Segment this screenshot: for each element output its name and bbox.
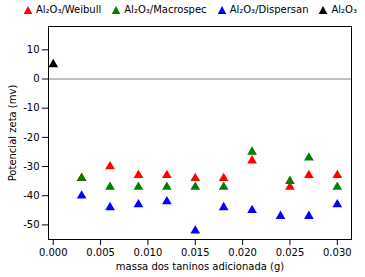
html-text:Al₂O₃/Weibull: Al₂O₃/Weibull — [35, 4, 102, 15]
svg-text:0.005: 0.005 — [86, 247, 115, 258]
svg-text:-50: -50 — [23, 219, 39, 230]
svg-text:massa dos taninos adicionada (: massa dos taninos adicionada (g) — [116, 261, 284, 272]
svg-text:-30: -30 — [23, 161, 39, 172]
svg-text:0: 0 — [33, 73, 39, 84]
svg-text:-20: -20 — [23, 132, 39, 143]
html-text:Al₂O₃/Dispersan: Al₂O₃/Dispersan — [229, 4, 309, 15]
svg-text:0.010: 0.010 — [134, 247, 163, 258]
html-text:Al₂O₃/Macrospec: Al₂O₃/Macrospec — [124, 4, 207, 15]
svg-text:0.015: 0.015 — [181, 247, 210, 258]
svg-text:0.030: 0.030 — [323, 247, 352, 258]
svg-text:0.000: 0.000 — [39, 247, 68, 258]
svg-text:-10: -10 — [23, 102, 39, 113]
svg-text:10: 10 — [27, 44, 40, 55]
svg-text:0.025: 0.025 — [276, 247, 305, 258]
html-text:Al₂O₃: Al₂O₃ — [331, 4, 357, 15]
svg-text:Potencial zeta (mv): Potencial zeta (mv) — [7, 85, 18, 182]
svg-text:0.020: 0.020 — [228, 247, 257, 258]
svg-text:-40: -40 — [23, 190, 39, 201]
